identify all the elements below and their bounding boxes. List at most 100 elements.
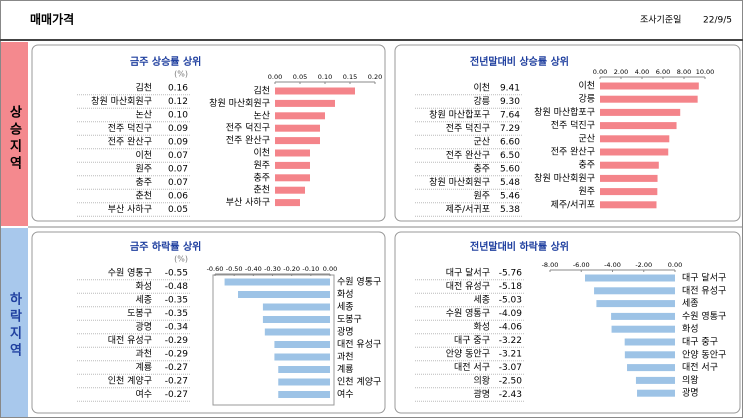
bar-label: 화성 (682, 324, 699, 335)
panel-title: 금주 하락률 상위 (130, 240, 201, 253)
row-name: 의왕 (473, 376, 490, 387)
row-value: -5.76 (499, 269, 523, 279)
panel-title: 금주 상승률 상위 (130, 55, 201, 68)
x-tick-label: -4.00 (604, 261, 621, 269)
row-name: 군산 (473, 137, 490, 148)
row-name: 춘천 (135, 191, 152, 202)
row-value: -5.18 (499, 282, 523, 292)
bar-label: 부산 사하구 (226, 197, 270, 208)
bar-label: 안양 동안구 (682, 349, 726, 360)
bar (600, 161, 659, 169)
bar (275, 149, 310, 157)
bar-label: 창원 마산회원구 (209, 98, 270, 109)
bar (600, 95, 698, 103)
x-tick-label: 0.05 (293, 73, 307, 81)
x-tick-label: 0.00 (268, 73, 282, 81)
x-tick-label: -8.00 (542, 261, 559, 269)
row-name: 화성 (135, 281, 152, 292)
bar-label: 강릉 (578, 94, 595, 105)
row-name: 충주 (473, 164, 490, 175)
bar (600, 188, 658, 196)
bar-label: 세종 (337, 302, 354, 313)
bar-label: 여수 (337, 388, 354, 400)
plot-frame (212, 274, 335, 406)
bar (278, 366, 330, 373)
x-tick-label: 8.00 (677, 68, 691, 76)
row-name: 화성 (473, 322, 490, 333)
bar-label: 전주 덕진구 (551, 120, 595, 131)
row-name: 원주 (473, 191, 490, 202)
panel (394, 44, 741, 222)
row-value: -5.03 (499, 296, 522, 306)
unit: (%) (174, 70, 188, 79)
x-tick-label: 0.15 (343, 73, 357, 81)
bar (264, 328, 330, 336)
row-value: 5.38 (500, 205, 520, 215)
rise-strip (1, 42, 28, 226)
bar-label: 전주 덕진구 (226, 123, 270, 134)
bar (238, 291, 330, 298)
bar (278, 378, 330, 386)
bar-label: 군산 (578, 133, 595, 144)
row-name: 원주 (135, 164, 152, 175)
row-value: -3.22 (499, 336, 522, 346)
row-name: 이천 (135, 150, 152, 161)
row-value: 0.12 (168, 97, 188, 107)
row-value: 9.30 (500, 97, 520, 107)
bar (224, 278, 330, 286)
row-name: 과천 (135, 349, 152, 360)
row-value: -2.43 (499, 390, 522, 400)
survey-label: 조사기준일 (640, 15, 681, 26)
bar-label: 창원 마산회원구 (534, 173, 595, 184)
row-name: 수원 영통구 (108, 268, 152, 279)
row-value: -0.29 (165, 336, 189, 346)
bar (275, 87, 355, 95)
row-name: 광명 (135, 321, 152, 333)
x-tick-label: 0.20 (368, 73, 382, 81)
bar-label: 제주/서귀포 (551, 199, 595, 210)
row-name: 강릉 (473, 96, 490, 107)
row-name: 부산 사하구 (108, 204, 152, 215)
bar (274, 353, 330, 361)
bar (600, 108, 681, 116)
row-name: 충주 (135, 177, 152, 188)
bar (600, 174, 658, 182)
bar (635, 376, 675, 384)
bar-label: 대구 중구 (682, 337, 718, 348)
row-value: 7.29 (500, 124, 520, 134)
bar-label: 논산 (253, 110, 270, 121)
row-name: 창원 마산회원구 (91, 96, 152, 107)
section-label: 상승지역 (7, 105, 22, 173)
bar (275, 99, 335, 107)
row-name: 세종 (135, 295, 152, 306)
bar (624, 351, 675, 359)
row-value: 0.05 (168, 205, 188, 215)
row-value: 0.07 (168, 165, 188, 175)
panel (31, 44, 386, 222)
row-name: 이천 (473, 83, 490, 94)
row-value: -0.48 (165, 282, 189, 292)
panel (31, 231, 386, 414)
bar-label: 충주 (253, 172, 270, 183)
bar (278, 391, 330, 398)
row-value: 0.06 (168, 192, 188, 202)
bar (275, 186, 305, 194)
section-label: 하락지역 (7, 291, 22, 360)
bar (275, 174, 310, 182)
row-name: 전주 완산구 (446, 150, 490, 161)
row-value: -0.27 (165, 377, 188, 387)
bar-label: 춘천 (253, 185, 270, 196)
bar (611, 325, 675, 333)
bar-label: 광명 (682, 387, 699, 399)
row-value: 7.64 (500, 111, 520, 121)
x-tick-label: -0.20 (283, 265, 300, 273)
bar-label: 계룡 (337, 363, 354, 375)
row-value: 6.50 (500, 151, 520, 161)
panel (394, 231, 741, 414)
bar (600, 122, 677, 130)
bar (600, 148, 669, 156)
bar-label: 이천 (578, 81, 595, 92)
bar-label: 의왕 (682, 375, 699, 386)
row-value: -3.07 (499, 363, 522, 373)
